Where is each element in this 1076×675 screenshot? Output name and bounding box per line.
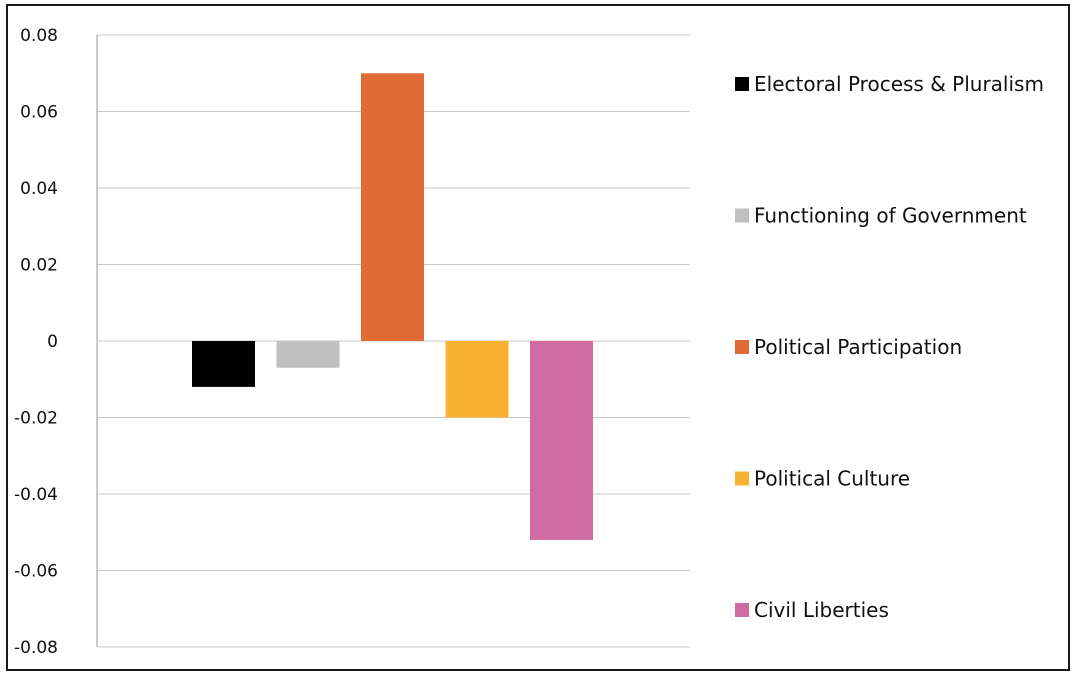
- y-tick-label: 0.08: [20, 26, 58, 46]
- y-tick-label: -0.06: [14, 562, 58, 582]
- y-tick-label: 0: [47, 332, 58, 352]
- chart-frame: 0.08 0.06 0.04 0.02 0 -0.02 -0.04 -0.06 -0.08 El…: [6, 4, 1070, 671]
- legend-item: Political Participation: [735, 335, 962, 359]
- legend-label: Civil Liberties: [754, 598, 889, 622]
- legend-item: Civil Liberties: [735, 598, 889, 622]
- bar-chart: 0.08 0.06 0.04 0.02 0 -0.02 -0.04 -0.06 -0.08 El…: [14, 26, 1044, 658]
- legend-swatch: [735, 340, 749, 354]
- bar-political-culture: [445, 341, 509, 418]
- legend-item: Electoral Process & Pluralism: [735, 72, 1044, 96]
- y-tick-label: -0.04: [14, 485, 58, 505]
- legend-label: Functioning of Government: [754, 204, 1027, 228]
- legend-swatch: [735, 471, 749, 486]
- y-tick-label: 0.06: [20, 103, 58, 123]
- legend-item: Functioning of Government: [735, 204, 1027, 228]
- bar-political-participation: [361, 73, 424, 341]
- legend-item: Political Culture: [735, 467, 910, 491]
- y-tick-label: 0.04: [20, 179, 58, 199]
- bar-functioning-of-government: [276, 341, 340, 368]
- bars: [192, 73, 593, 540]
- bar-electoral-process-pluralism: [192, 341, 255, 387]
- legend-swatch: [735, 77, 749, 91]
- legend-label: Electoral Process & Pluralism: [754, 72, 1044, 96]
- legend: Electoral Process & Pluralism Functioning…: [735, 72, 1044, 622]
- y-tick-label: -0.08: [14, 638, 58, 658]
- legend-swatch: [735, 603, 749, 617]
- legend-label: Political Participation: [754, 335, 962, 359]
- legend-swatch: [735, 208, 749, 223]
- bar-civil-liberties: [530, 341, 593, 540]
- y-tick-labels: 0.08 0.06 0.04 0.02 0 -0.02 -0.04 -0.06 -0.08: [14, 26, 58, 658]
- y-tick-label: 0.02: [20, 256, 58, 276]
- legend-label: Political Culture: [754, 467, 910, 491]
- y-tick-label: -0.02: [14, 409, 58, 429]
